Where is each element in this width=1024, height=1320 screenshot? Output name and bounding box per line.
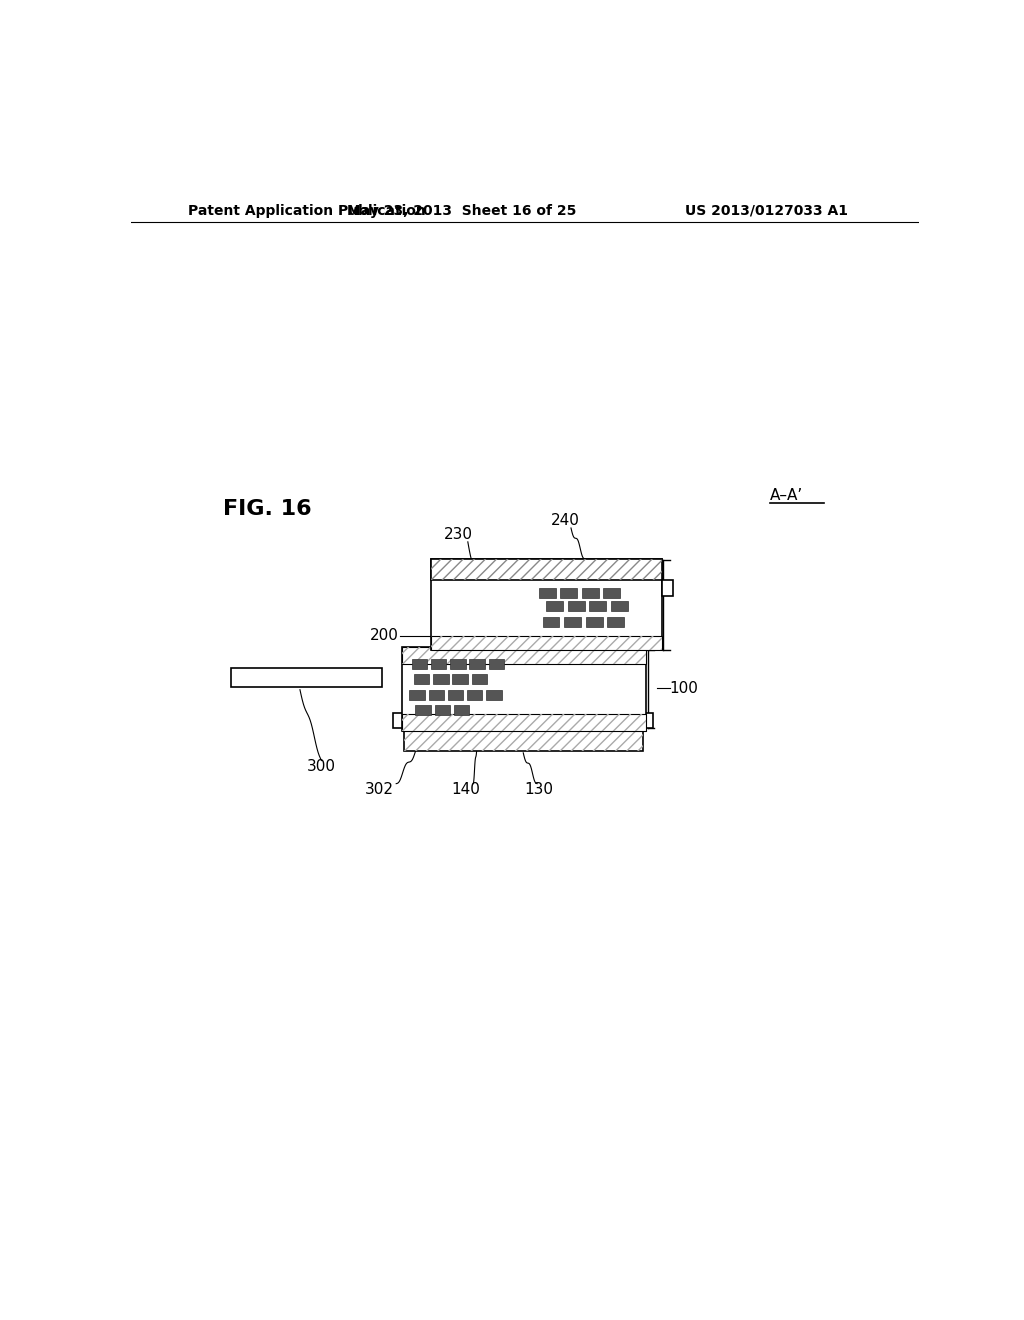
Bar [401, 647, 646, 664]
Bar [416, 705, 431, 715]
Bar [543, 616, 559, 627]
Text: 240: 240 [551, 512, 580, 528]
Text: 300: 300 [307, 759, 336, 775]
Bar [582, 589, 599, 598]
Bar [486, 689, 502, 700]
Bar [488, 659, 504, 669]
Text: Patent Application Publication: Patent Application Publication [188, 203, 426, 218]
Bar [451, 659, 466, 669]
Bar [469, 659, 484, 669]
Bar [547, 601, 563, 611]
Text: A–A’: A–A’ [770, 488, 803, 503]
Bar [643, 713, 653, 729]
Text: 200: 200 [370, 628, 398, 643]
Bar [454, 705, 469, 715]
Text: 100: 100 [670, 681, 698, 696]
Bar [431, 558, 662, 581]
Text: May 23, 2013  Sheet 16 of 25: May 23, 2013 Sheet 16 of 25 [347, 203, 577, 218]
Bar [412, 659, 427, 669]
Bar [564, 616, 581, 627]
Bar [401, 647, 646, 730]
Bar [607, 616, 625, 627]
Bar [467, 689, 482, 700]
Bar [393, 713, 403, 729]
Bar [401, 714, 646, 730]
Bar [431, 558, 662, 581]
Text: 302: 302 [365, 783, 394, 797]
Bar [431, 659, 446, 669]
Bar [230, 668, 382, 688]
Bar [429, 689, 444, 700]
Bar [403, 729, 643, 751]
Bar [453, 675, 468, 684]
Text: 230: 230 [444, 527, 473, 541]
Bar [431, 558, 662, 649]
Bar [590, 601, 606, 611]
Bar [586, 616, 602, 627]
Bar [401, 714, 646, 730]
Text: US 2013/0127033 A1: US 2013/0127033 A1 [685, 203, 848, 218]
Bar [539, 589, 556, 598]
Bar [447, 689, 463, 700]
Bar [560, 589, 578, 598]
Bar [603, 589, 621, 598]
Bar [414, 675, 429, 684]
Bar [433, 675, 449, 684]
Text: 140: 140 [452, 783, 480, 797]
Bar [568, 601, 585, 611]
Text: 130: 130 [524, 783, 553, 797]
Bar [472, 675, 487, 684]
Bar [431, 636, 662, 649]
Bar [410, 689, 425, 700]
Bar [403, 729, 643, 751]
Bar [611, 601, 628, 611]
Bar [431, 636, 662, 649]
Bar [401, 647, 646, 664]
Bar [435, 705, 451, 715]
Bar [662, 581, 673, 595]
Text: FIG. 16: FIG. 16 [223, 499, 311, 519]
